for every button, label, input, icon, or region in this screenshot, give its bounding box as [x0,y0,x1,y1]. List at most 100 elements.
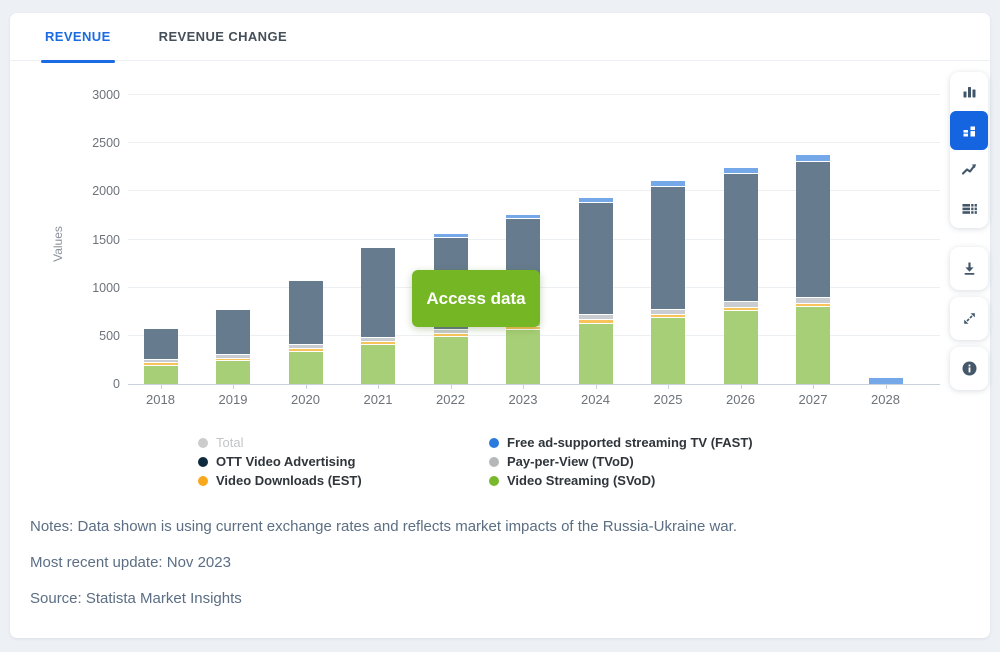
x-axis-tick [668,384,669,389]
legend-dot [489,456,499,467]
bar-segment-video-streaming-svod[interactable] [288,351,323,384]
bar-segment-pay-per-view-tvod[interactable] [433,330,468,335]
bar-segment-ott-video-advertising[interactable] [361,248,395,338]
x-axis-label-2025: 2025 [653,392,683,407]
tab-revenue-change[interactable]: REVENUE CHANGE [158,29,288,44]
info-button[interactable] [950,347,988,390]
bar-segment-pay-per-view-tvod[interactable] [361,337,395,342]
bar-chart-button[interactable] [950,72,988,111]
x-axis-label-2020: 2020 [291,392,320,407]
bar-2018[interactable] [143,329,178,384]
tab-revenue[interactable]: REVENUE [35,13,121,63]
download-icon [961,260,978,277]
bar-2021[interactable] [361,248,395,384]
x-axis-tick [885,384,887,389]
bar-segment-free-ad-supported-streaming-tv-fast[interactable] [651,180,685,188]
bar-2019[interactable] [216,310,250,384]
bar-segment-ott-video-advertising[interactable] [143,329,178,360]
bar-segment-pay-per-view-tvod[interactable] [796,298,830,304]
bar-segment-pay-per-view-tvod[interactable] [288,345,323,349]
bar-segment-video-downloads-est[interactable] [796,303,830,308]
notes-line: Notes: Data shown is using current excha… [30,518,737,535]
stacked-bar-chart-icon [961,122,978,139]
x-axis-tick [450,384,452,389]
download-button[interactable] [950,247,988,290]
bar-segment-video-downloads-est[interactable] [723,307,758,311]
bar-2026[interactable] [723,167,758,384]
bar-segment-video-streaming-svod[interactable] [216,361,250,384]
bar-segment-free-ad-supported-streaming-tv-fast[interactable] [796,154,830,162]
legend-dot [198,475,208,486]
bar-segment-ott-video-advertising[interactable] [216,310,250,356]
bar-2027[interactable] [796,154,830,384]
y-axis-tick-label: 500 [99,328,120,343]
bar-segment-video-streaming-svod[interactable] [361,345,395,384]
bar-segment-video-streaming-svod[interactable] [506,330,540,384]
legend-item-total[interactable]: Total [198,433,362,452]
bar-segment-video-downloads-est[interactable] [288,348,323,352]
bar-segment-pay-per-view-tvod[interactable] [143,359,178,364]
bar-2028[interactable] [868,378,903,384]
data-table-button[interactable] [950,189,988,228]
line-chart-button[interactable] [950,150,988,189]
bar-segment-video-downloads-est[interactable] [506,327,540,331]
x-axis-label-2027: 2027 [798,392,828,407]
x-axis-label-2028: 2028 [871,392,900,407]
bar-segment-video-streaming-svod[interactable] [723,310,758,384]
x-axis-tick [523,384,524,389]
x-axis-tick [595,384,597,389]
bar-segment-pay-per-view-tvod[interactable] [651,309,685,315]
fullscreen-icon [961,310,978,327]
bar-segment-pay-per-view-tvod[interactable] [578,315,613,321]
bar-2025[interactable] [651,180,685,384]
bar-segment-video-streaming-svod[interactable] [143,366,178,384]
bar-2020[interactable] [288,281,323,384]
bar-segment-ott-video-advertising[interactable] [796,161,830,299]
bar-segment-video-downloads-est[interactable] [143,363,178,367]
gridline [128,142,940,144]
bar-segment-video-streaming-svod[interactable] [651,318,685,384]
bar-segment-video-downloads-est[interactable] [216,358,250,362]
bar-segment-ott-video-advertising[interactable] [288,281,323,346]
x-axis-tick [378,384,379,389]
bar-segment-video-streaming-svod[interactable] [578,323,613,384]
bar-segment-free-ad-supported-streaming-tv-fast[interactable] [433,234,468,238]
fullscreen-button[interactable] [950,297,988,340]
bar-segment-video-streaming-svod[interactable] [433,337,468,384]
legend-item-ott-video-advertising[interactable]: OTT Video Advertising [198,452,362,471]
bar-segment-ott-video-advertising[interactable] [578,203,613,316]
plot-area: 0 500 1000 1500 2000 2500 3000 2018 2019 2020 2021… [92,75,940,407]
bar-segment-free-ad-supported-streaming-tv-fast[interactable] [578,197,613,204]
legend-item-pay-per-view-tvod[interactable]: Pay-per-View (TVoD) [489,452,753,471]
bar-segment-video-downloads-est[interactable] [361,341,395,345]
chart-type-switcher [950,72,988,228]
bar-segment-video-downloads-est[interactable] [651,314,685,319]
x-axis-tick [740,384,742,389]
legend-dot [489,475,499,486]
bar-segment-ott-video-advertising[interactable] [723,174,758,303]
bar-segment-free-ad-supported-streaming-tv-fast[interactable] [506,214,540,220]
bar-segment-free-ad-supported-streaming-tv-fast[interactable] [723,167,758,175]
chart-toolbar [950,72,988,397]
legend-item-video-downloads-est[interactable]: Video Downloads (EST) [198,471,362,490]
legend-item-free-ad-supported-streaming-tv-fast[interactable]: Free ad-supported streaming TV (FAST) [489,433,753,452]
x-axis-label-2018: 2018 [146,392,175,407]
bar-segment-free-ad-supported-streaming-tv-fast[interactable] [868,378,903,384]
bar-segment-video-downloads-est[interactable] [433,334,468,338]
bar-segment-pay-per-view-tvod[interactable] [723,302,758,308]
x-axis-tick [813,384,814,389]
legend-item-video-streaming-svod[interactable]: Video Streaming (SVoD) [489,471,753,490]
legend-dot [198,456,208,467]
data-table-icon [961,200,978,217]
bar-2024[interactable] [578,197,613,384]
x-axis-tick [305,384,307,389]
bar-segment-pay-per-view-tvod[interactable] [216,355,250,359]
toolbar-actions [950,247,988,390]
y-axis-tick-label: 3000 [92,88,120,102]
bar-segment-ott-video-advertising[interactable] [651,187,685,310]
legend-column-2: Free ad-supported streaming TV (FAST) Pay… [489,433,753,490]
stacked-bar-chart-button[interactable] [950,111,988,150]
bar-segment-video-downloads-est[interactable] [578,320,613,324]
bar-segment-video-streaming-svod[interactable] [796,307,830,384]
access-data-button[interactable]: Access data [412,270,540,327]
